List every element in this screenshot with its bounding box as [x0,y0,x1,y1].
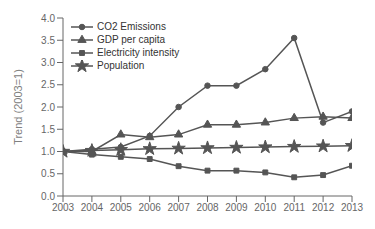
html-text:CO2 Emissions: CO2 Emissions [97,21,166,32]
svg-text:2008: 2008 [196,202,219,213]
html-text:Electricity intensity: Electricity intensity [97,47,180,58]
svg-text:2003: 2003 [52,202,75,213]
svg-text:1.0: 1.0 [41,146,55,157]
svg-text:2013: 2013 [341,202,364,213]
svg-text:2006: 2006 [139,202,162,213]
svg-text:2009: 2009 [225,202,248,213]
svg-text:1.5: 1.5 [41,124,55,135]
svg-text:3.5: 3.5 [41,35,55,46]
svg-text:0.5: 0.5 [41,168,55,179]
svg-text:0.0: 0.0 [41,191,55,202]
svg-text:4.0: 4.0 [41,13,55,24]
svg-text:2.5: 2.5 [41,79,55,90]
svg-text:2005: 2005 [110,202,133,213]
svg-text:2004: 2004 [81,202,104,213]
svg-text:2.0: 2.0 [41,102,55,113]
svg-text:2007: 2007 [167,202,190,213]
html-text:Population: Population [97,60,145,71]
svg-text:2012: 2012 [312,202,335,213]
svg-text:3.0: 3.0 [41,57,55,68]
svg-text:Trend (2003=1): Trend (2003=1) [12,69,24,145]
svg-text:2010: 2010 [254,202,277,213]
html-text:GDP per capita: GDP per capita [97,34,166,45]
svg-text:2011: 2011 [283,202,305,213]
